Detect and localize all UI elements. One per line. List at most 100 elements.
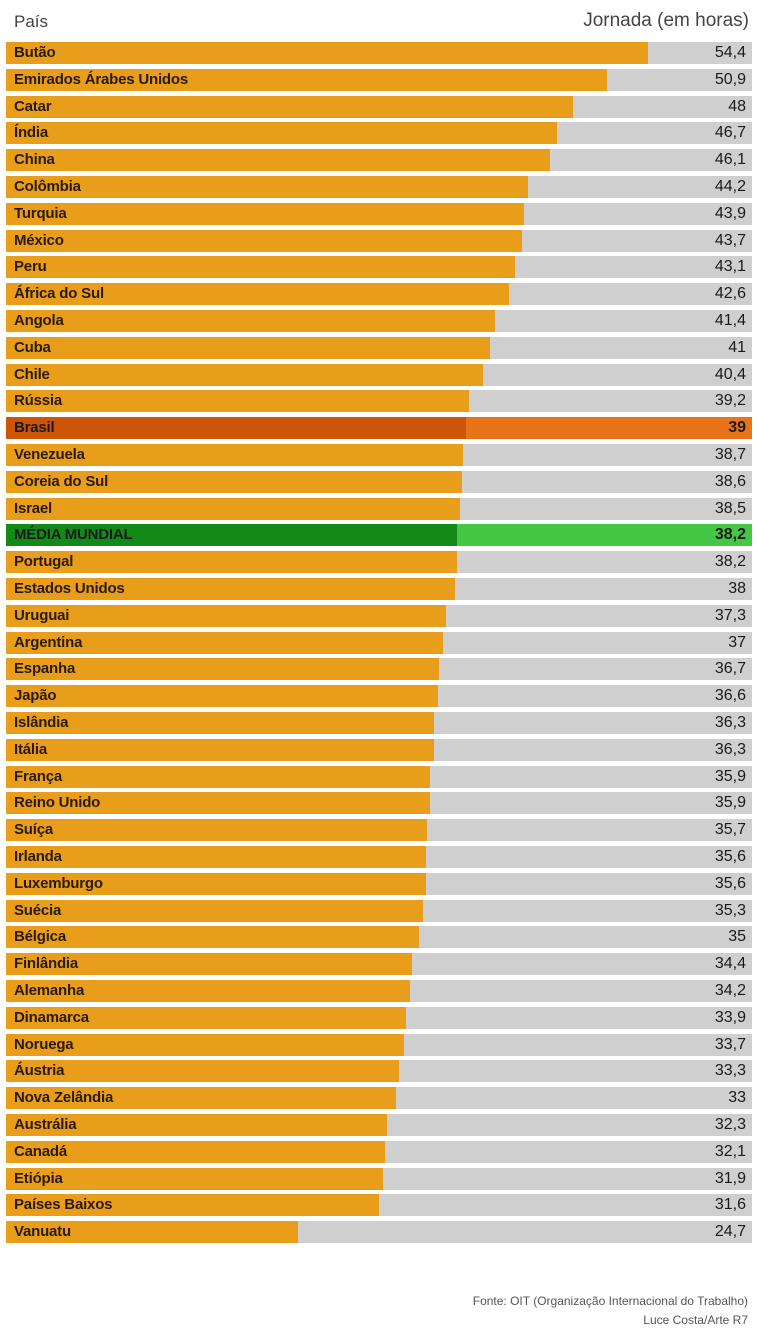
bar [6,685,439,708]
category-label: Uruguai [14,606,70,624]
value-label: 36,7 [714,660,746,678]
bar-row: Chile 40,4 [6,363,752,386]
value-label: 42,6 [714,285,746,303]
category-label: Etiópia [14,1169,63,1187]
category-label: Países Baixos [14,1196,113,1214]
bar [6,363,483,386]
bar [6,819,428,842]
value-label: 38,6 [714,472,746,490]
category-label: Rússia [14,392,62,410]
bar-row: Etiópia 31,9 [6,1167,752,1190]
value-label: 38,2 [714,526,746,544]
category-label: México [14,231,64,249]
value-label: 54,4 [714,44,746,61]
bar [6,712,435,734]
category-label: Venezuela [14,446,85,463]
bar [6,846,427,868]
bar-row: Finlândia 34,4 [6,953,752,976]
bar-row: Israel 38,5 [6,497,752,520]
category-label: Coreia do Sul [14,472,109,490]
bar [6,390,469,413]
category-label: Suíça [14,821,54,839]
bar-row: Bélgica 35 [6,926,752,949]
category-label: Cuba [14,338,51,356]
category-label: Suécia [14,901,62,919]
bar [6,872,427,895]
bar-row: Itália 36,3 [6,738,752,761]
category-label: Alemanha [14,982,85,999]
bar [6,336,490,359]
value-label: 38,7 [714,446,746,463]
bar-row: Países Baixos 31,6 [6,1194,752,1217]
category-label: Noruega [14,1035,74,1053]
bar [6,953,413,976]
category-label: Itália [14,740,47,758]
bar-row: Islândia 36,3 [6,712,752,734]
bar [6,1060,400,1083]
bar-row: Alemanha 34,2 [6,980,752,1002]
bar-row: Reino Unido 35,9 [6,792,752,815]
value-label: 35,6 [714,874,746,892]
value-label: 41 [728,338,746,356]
value-label: 43,1 [714,258,746,276]
value-label: 38 [728,580,746,597]
bar [6,631,443,654]
bar [6,578,455,600]
bar [6,176,528,198]
bar-row: Nova Zelândia 33 [6,1087,752,1110]
bar-row: Espanha 36,7 [6,658,752,681]
source-note: Fonte: OIT (Organização Internacional do… [472,1294,748,1308]
value-label: 33,3 [714,1062,746,1080]
category-label: Colômbia [14,178,81,195]
bar-row: Irlanda 35,6 [6,846,752,868]
bar-row: Cuba 41 [6,336,752,359]
bar [6,1194,379,1217]
bar [6,658,440,681]
value-label: 32,1 [714,1142,746,1160]
bar [6,42,649,64]
bar [6,604,447,627]
bar [6,256,515,279]
bar-row: Catar 48 [6,95,752,118]
category-label: Turquia [14,204,67,222]
bar [6,497,461,520]
category-label: Dinamarca [14,1008,89,1026]
bar-row: Peru 43,1 [6,256,752,279]
bar-row: África do Sul 42,6 [6,283,752,306]
bar [6,738,435,761]
category-label: Espanha [14,660,76,678]
category-label: Canadá [14,1142,67,1160]
bar [6,1221,298,1244]
bar-row: Emirados Árabes Unidos 50,9 [6,68,752,91]
category-label: Catar [14,97,52,115]
value-label: 36,3 [714,714,746,731]
bar-row: MÉDIA MUNDIAL 38,2 [6,524,752,547]
category-label: Austrália [14,1116,77,1133]
category-label: Finlândia [14,955,79,973]
bar-row: Japão 36,6 [6,685,752,708]
bar [6,792,430,815]
bar [6,926,420,949]
value-label: 39,2 [714,392,746,410]
value-label: 38,5 [714,499,746,517]
bar-row: China 46,1 [6,149,752,172]
bar [6,122,558,145]
value-label: 31,6 [714,1196,746,1214]
category-label: Bélgica [14,928,66,946]
bar [6,310,495,332]
category-label: Áustria [14,1062,65,1080]
value-label: 44,2 [714,178,746,195]
bar-row: Venezuela 38,7 [6,444,752,466]
value-label: 35,7 [714,821,746,839]
value-label: 35,9 [714,794,746,812]
bar-row: Estados Unidos 38 [6,578,752,600]
value-label: 43,7 [714,231,746,249]
value-label: 35,9 [714,767,746,785]
bar-row: Noruega 33,7 [6,1033,752,1056]
bar-row: Colômbia 44,2 [6,176,752,198]
bar [6,551,457,574]
bar-row: Suécia 35,3 [6,899,752,922]
bar-chart: Butão 54,4 Emirados Árabes Unidos 50,9 Catar… [6,42,752,1244]
category-label: China [14,151,55,169]
value-label: 46,1 [714,151,746,169]
